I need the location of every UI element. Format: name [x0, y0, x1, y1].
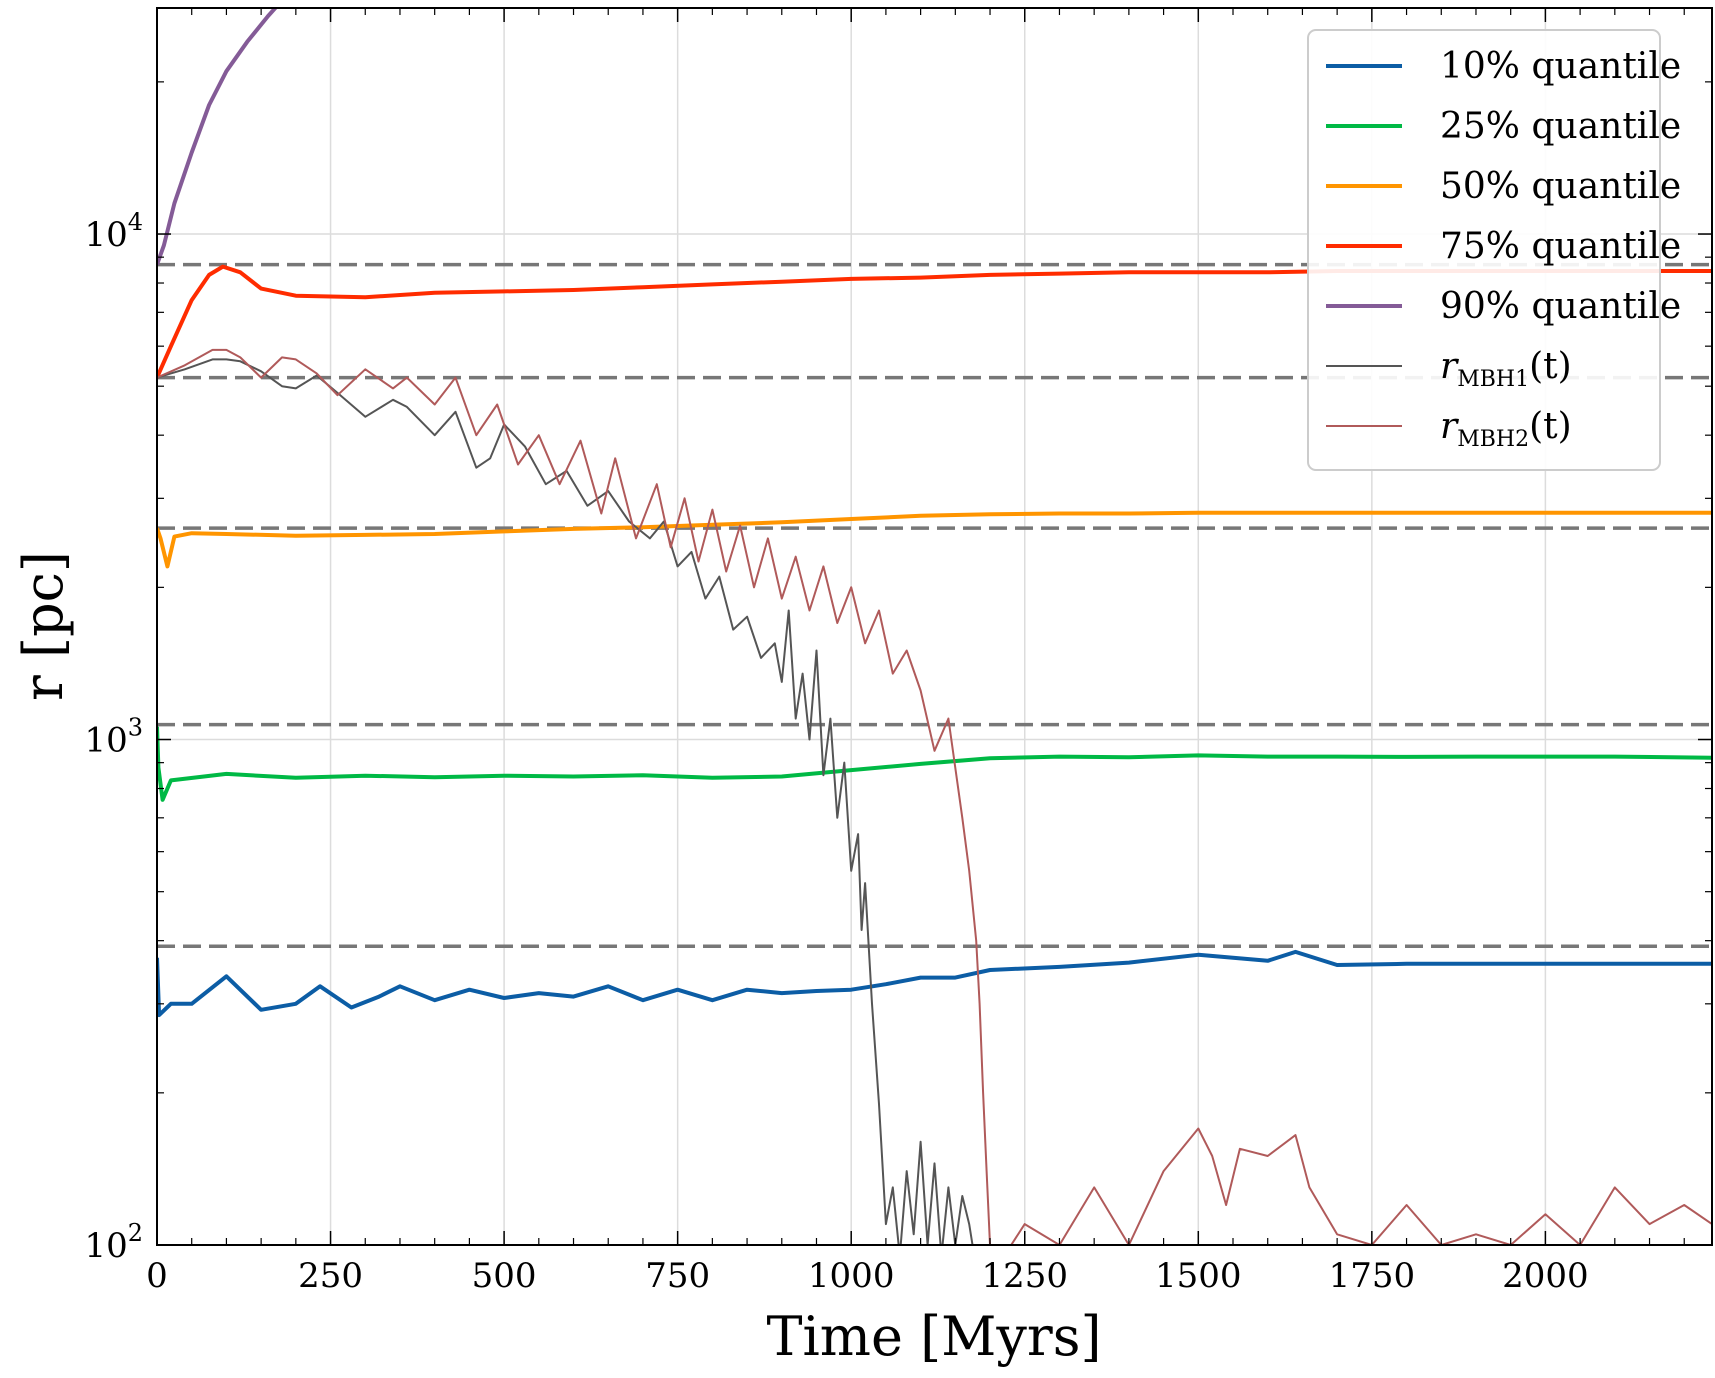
x-tick-label: 1750: [1329, 1256, 1416, 1296]
legend-label: rMBH2(t): [1440, 406, 1572, 452]
x-tick-label: 500: [472, 1256, 537, 1296]
legend: 10% quantile 25% quantile 50% quantile 75% …: [1307, 29, 1681, 471]
legend-label: 50% quantile: [1440, 166, 1681, 207]
legend-label: 25% quantile: [1440, 106, 1681, 147]
x-tick-label: 1000: [808, 1256, 895, 1296]
legend-label: rMBH1(t): [1440, 346, 1572, 392]
series-line-1: [157, 726, 1712, 802]
plot-frame: [156, 7, 1713, 1246]
x-tick-label: 1250: [981, 1256, 1068, 1296]
x-tick-label: 750: [645, 1256, 710, 1296]
legend-box: [1307, 29, 1661, 471]
y-axis-label: r [pc]: [12, 551, 75, 701]
legend-label: 90% quantile: [1440, 286, 1681, 327]
y-tick-labels: 102 103 104: [84, 208, 143, 1266]
ticks: [156, 8, 1712, 1246]
x-tick-label: 2000: [1502, 1256, 1589, 1296]
y-tick-label: 102: [84, 1219, 143, 1266]
series-line-6: [157, 348, 1712, 1245]
x-tick-labels: 0 250 500 750 1000 1250 1500 1750 2000: [146, 1256, 1588, 1296]
series-line-0: [157, 949, 1712, 1018]
x-tick-label: 250: [298, 1256, 363, 1296]
x-tick-label: 0: [146, 1256, 168, 1296]
y-tick-label: 104: [84, 208, 143, 255]
series-line-2: [157, 510, 1712, 569]
series-line-4: [157, 8, 278, 266]
y-tick-label: 103: [84, 714, 143, 761]
x-tick-label: 1500: [1155, 1256, 1242, 1296]
legend-label: 75% quantile: [1440, 226, 1681, 267]
series-line-5: [157, 358, 974, 1245]
x-axis-label: Time [Myrs]: [766, 1305, 1101, 1368]
legend-label: 10% quantile: [1440, 46, 1681, 87]
